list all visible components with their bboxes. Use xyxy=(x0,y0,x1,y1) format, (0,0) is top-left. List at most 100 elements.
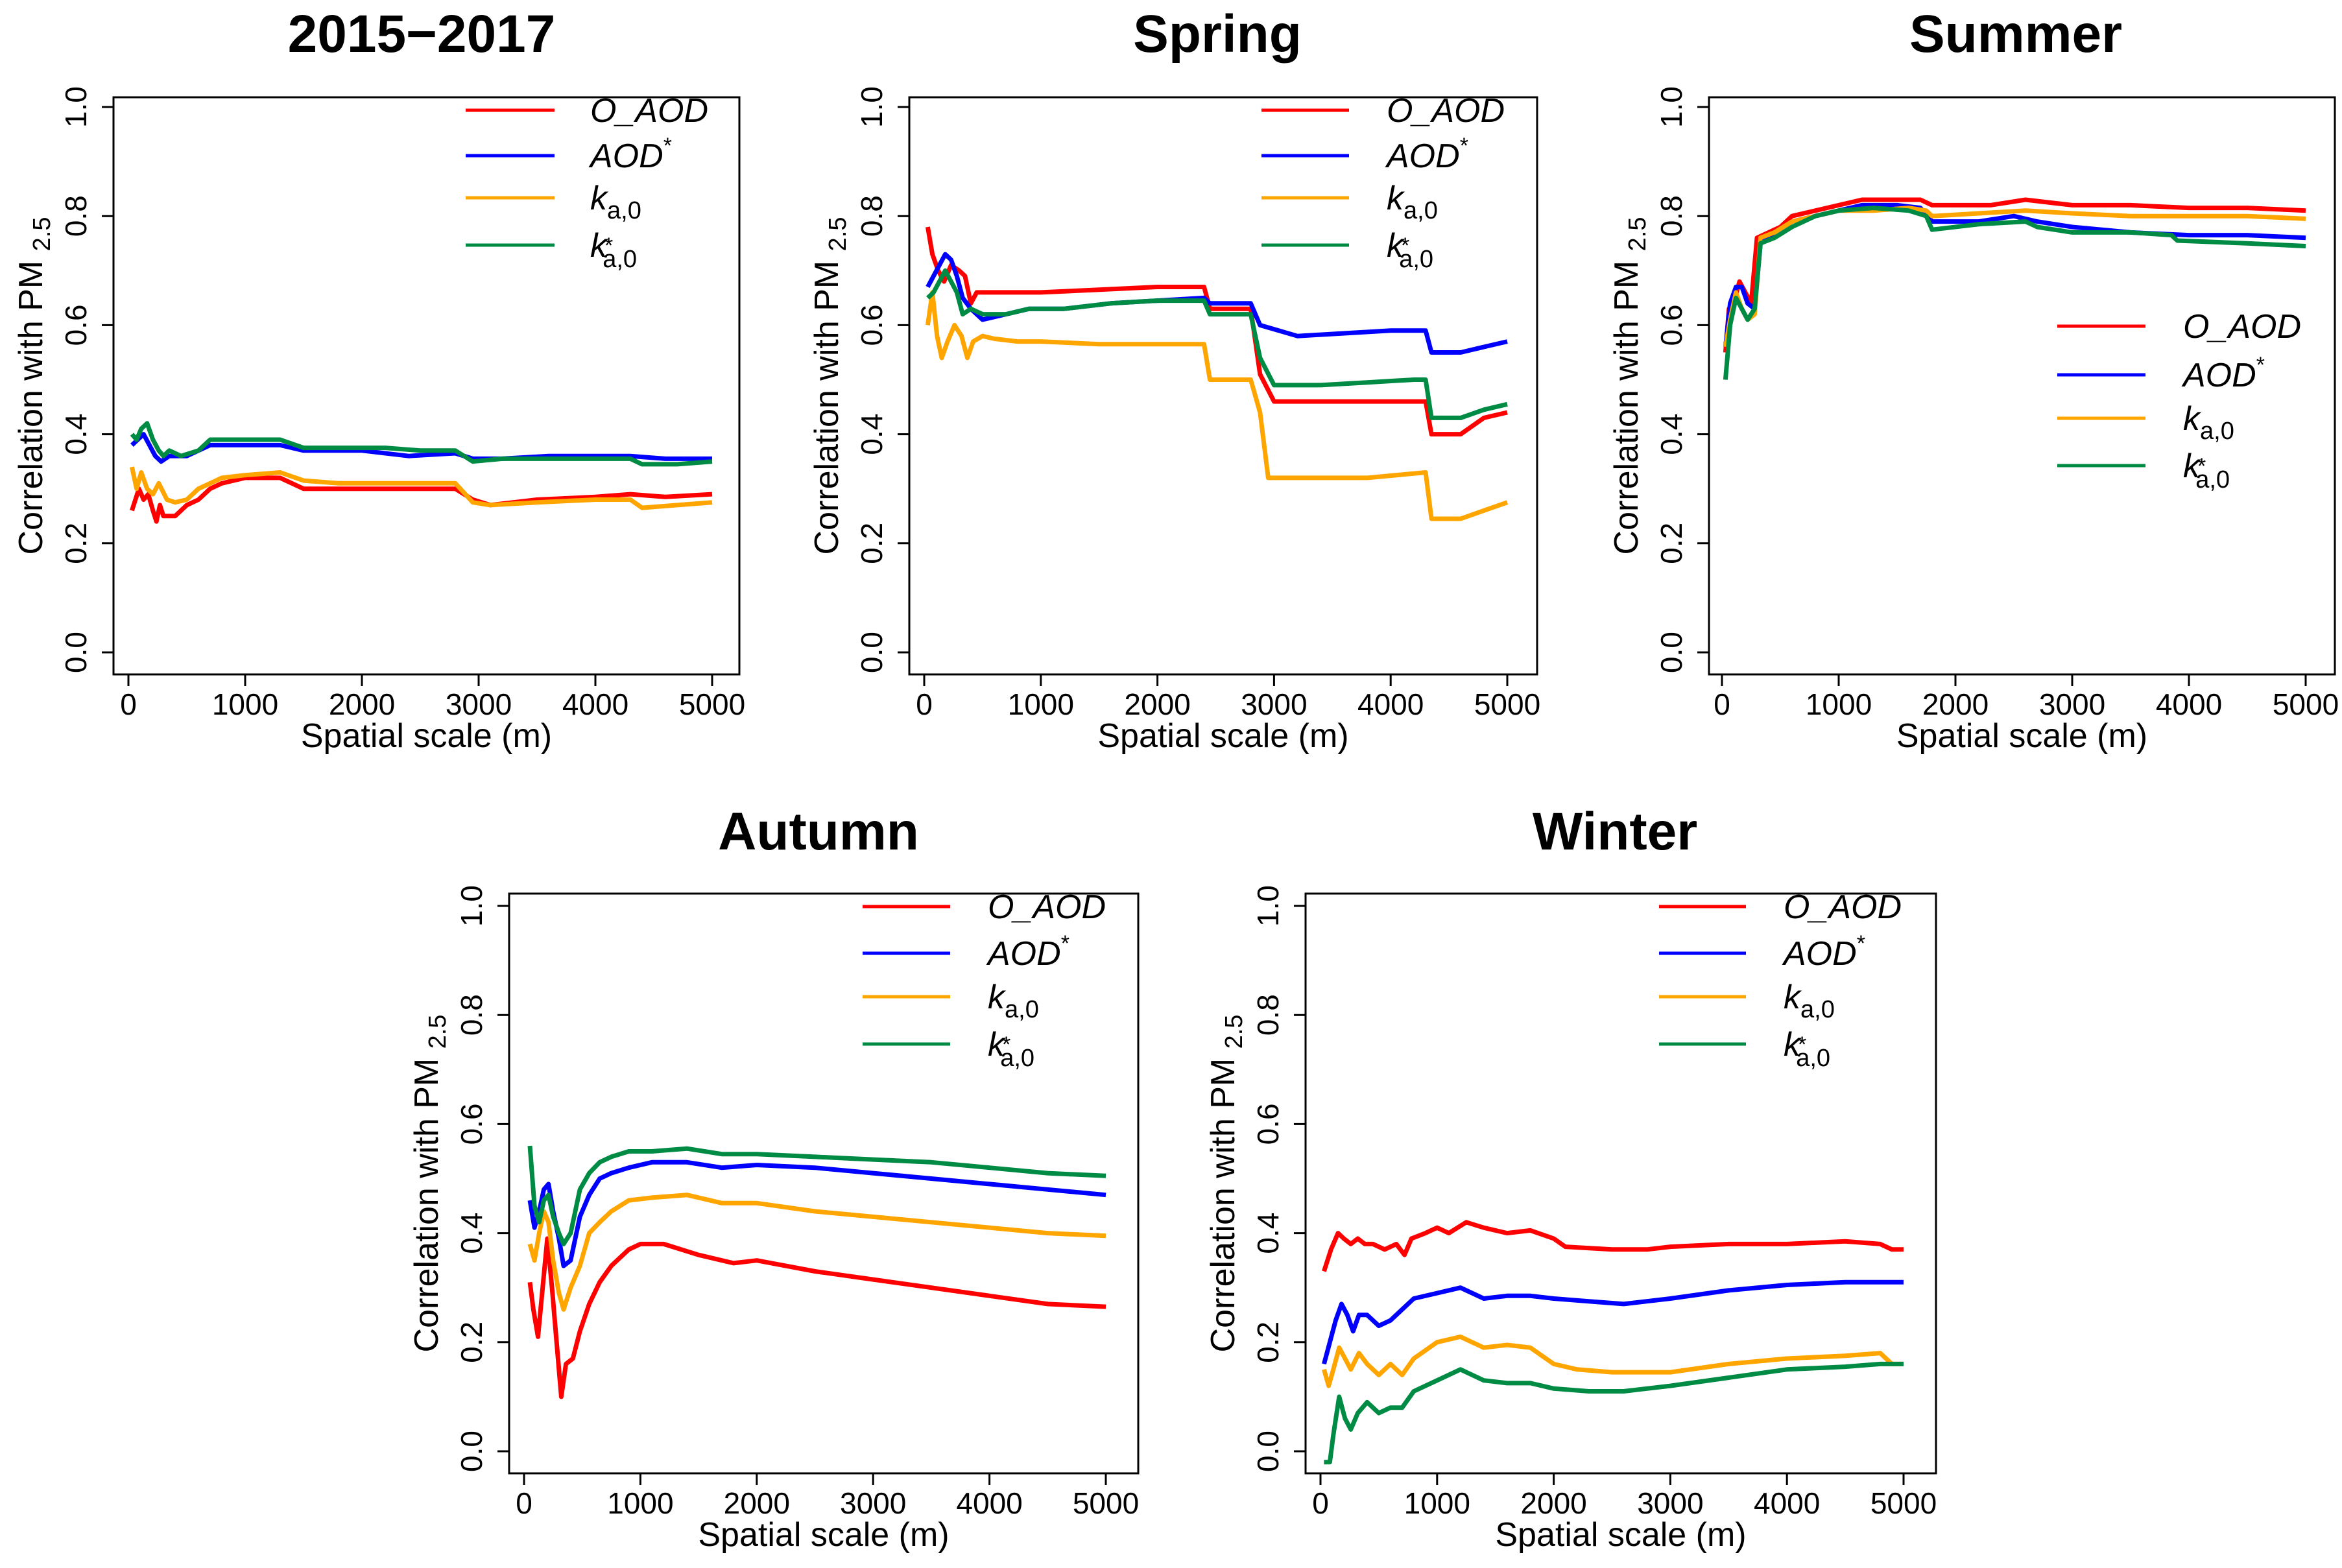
y-tick-label: 0.0 xyxy=(1251,1431,1285,1472)
x-axis-label: Spatial scale (m) xyxy=(1896,717,2147,755)
series-line-AOD_star xyxy=(130,432,712,464)
series-line-ka0_star xyxy=(130,421,713,467)
y-tick-label: 0.2 xyxy=(59,523,93,564)
y-tick-label: 1.0 xyxy=(455,885,488,927)
y-tick-label: 0.0 xyxy=(855,632,889,673)
x-tick-label: 3000 xyxy=(446,687,512,721)
chart-title: Autumn xyxy=(718,802,919,861)
x-tick-label: 2000 xyxy=(1922,687,1989,721)
legend-label-O_AOD: O_AOD xyxy=(590,92,708,130)
x-tick-label: 1000 xyxy=(1404,1486,1470,1520)
chart-title: Summer xyxy=(1909,5,2122,64)
x-tick-label: 0 xyxy=(916,687,933,721)
plot-frame xyxy=(1304,892,1937,1475)
legend-label-ka0: ka,0 xyxy=(2183,400,2234,445)
x-tick-label: 4000 xyxy=(1754,1486,1820,1520)
x-tick-label: 1000 xyxy=(1008,687,1074,721)
y-axis-label: Correlation with PM 2.5 xyxy=(1204,1015,1248,1353)
x-tick-label: 4000 xyxy=(1357,687,1424,721)
legend-label-O_AOD: O_AOD xyxy=(2183,308,2301,346)
x-tick-label: 5000 xyxy=(1073,1486,1139,1520)
x-tick-label: 5000 xyxy=(2273,687,2339,721)
y-tick-label: 0.8 xyxy=(1655,195,1688,237)
legend-label-AOD_star: AOD* xyxy=(2181,353,2265,394)
x-axis-label: Spatial scale (m) xyxy=(1495,1516,1746,1554)
series-line-ka0_star xyxy=(926,268,1508,420)
legend-label-AOD_star: AOD* xyxy=(986,931,1069,973)
y-axis-label: Correlation with PM 2.5 xyxy=(408,1015,451,1353)
x-tick-label: 2000 xyxy=(724,1486,790,1520)
y-tick-label: 0.0 xyxy=(59,632,93,673)
legend-label-ka0: ka,0 xyxy=(590,180,641,224)
legend: O_AOD AOD* ka,0k*a,0 xyxy=(1261,92,1505,273)
y-tick-label: 0.6 xyxy=(1655,304,1688,346)
x-tick-label: 0 xyxy=(1312,1486,1329,1520)
chart-panel-3: Summer 0.0 0.2 0.4 0.6 0.8 1.0 0 1000 2000 3000 400… xyxy=(1608,5,2339,755)
y-tick-label: 0.0 xyxy=(455,1431,488,1472)
legend-label-O_AOD: O_AOD xyxy=(1387,92,1505,130)
series-line-AOD_star xyxy=(1723,202,2306,348)
chart-title: Winter xyxy=(1533,802,1697,861)
y-tick-label: 0.2 xyxy=(455,1322,488,1363)
y-tick-label: 1.0 xyxy=(1655,86,1688,128)
x-tick-label: 2000 xyxy=(329,687,395,721)
chart-panel-2: Spring 0.0 0.2 0.4 0.6 0.8 1.0 0 1000 2000 3000 400… xyxy=(808,5,1540,755)
y-tick-label: 1.0 xyxy=(59,86,93,128)
x-tick-label: 5000 xyxy=(1870,1486,1937,1520)
legend-label-ka0_star: k*a,0 xyxy=(1387,227,1433,273)
y-tick-label: 0.8 xyxy=(59,195,93,237)
x-tick-label: 4000 xyxy=(956,1486,1022,1520)
legend: O_AOD AOD* ka,0k*a,0 xyxy=(1659,888,1902,1072)
chart-panel-1: 2015−2017 0.0 0.2 0.4 0.6 0.8 1.0 0 1000 2000 3000… xyxy=(12,5,745,755)
y-tick-label: 1.0 xyxy=(855,86,889,128)
legend-label-AOD_star: AOD* xyxy=(1782,931,1865,973)
legend-label-ka0_star: k*a,0 xyxy=(2183,447,2230,493)
x-tick-label: 3000 xyxy=(2039,687,2105,721)
y-axis-label: Correlation with PM 2.5 xyxy=(12,217,56,555)
series-line-ka0 xyxy=(129,466,713,510)
series-line-ka0_star xyxy=(1324,1361,1904,1465)
legend-label-ka0: ka,0 xyxy=(988,979,1039,1023)
y-axis-label: Correlation with PM 2.5 xyxy=(1608,217,1651,555)
series-line-ka0_star xyxy=(1723,206,2306,380)
chart-panel-5: Winter 0.0 0.2 0.4 0.6 0.8 1.0 0 1000 2000 3000 400… xyxy=(1204,802,1937,1554)
x-axis-label: Spatial scale (m) xyxy=(698,1516,949,1554)
series-line-AOD_star xyxy=(1322,1279,1904,1365)
series-line-O_AOD xyxy=(1322,1220,1904,1272)
y-tick-label: 0.4 xyxy=(59,414,93,455)
legend-label-ka0_star: k*a,0 xyxy=(988,1026,1034,1072)
x-tick-label: 0 xyxy=(1714,687,1730,721)
series-line-AOD_star xyxy=(527,1159,1106,1268)
legend-label-ka0: ka,0 xyxy=(1784,979,1835,1023)
x-tick-label: 1000 xyxy=(1806,687,1872,721)
y-tick-label: 0.6 xyxy=(855,304,889,346)
legend: O_AOD AOD* ka,0k*a,0 xyxy=(466,92,708,273)
legend-label-AOD_star: AOD* xyxy=(1385,134,1468,175)
y-tick-label: 0.4 xyxy=(855,414,889,455)
y-tick-label: 0.6 xyxy=(59,304,93,346)
y-tick-label: 0.2 xyxy=(1251,1322,1285,1363)
y-tick-label: 0.8 xyxy=(855,195,889,237)
x-axis-label: Spatial scale (m) xyxy=(1097,717,1348,755)
series-line-ka0 xyxy=(925,290,1509,521)
y-tick-label: 0.4 xyxy=(1251,1213,1285,1254)
y-tick-label: 0.6 xyxy=(1251,1103,1285,1145)
x-tick-label: 0 xyxy=(120,687,137,721)
x-axis-label: Spatial scale (m) xyxy=(301,717,552,755)
legend: O_AOD AOD* ka,0k*a,0 xyxy=(863,888,1106,1072)
y-tick-label: 0.0 xyxy=(1655,632,1688,673)
x-tick-label: 4000 xyxy=(562,687,628,721)
y-tick-label: 0.6 xyxy=(455,1103,488,1145)
legend-label-AOD_star: AOD* xyxy=(588,134,672,175)
x-tick-label: 1000 xyxy=(212,687,278,721)
x-tick-label: 4000 xyxy=(2156,687,2222,721)
y-tick-label: 0.4 xyxy=(1655,414,1688,455)
y-tick-label: 0.2 xyxy=(1655,523,1688,564)
x-tick-label: 3000 xyxy=(840,1486,906,1520)
y-axis-label: Correlation with PM 2.5 xyxy=(808,217,852,555)
series-line-ka0 xyxy=(1322,1334,1904,1388)
plot-frame xyxy=(112,96,741,676)
plot-frame xyxy=(908,96,1538,676)
series-line-ka0_star xyxy=(527,1145,1106,1246)
